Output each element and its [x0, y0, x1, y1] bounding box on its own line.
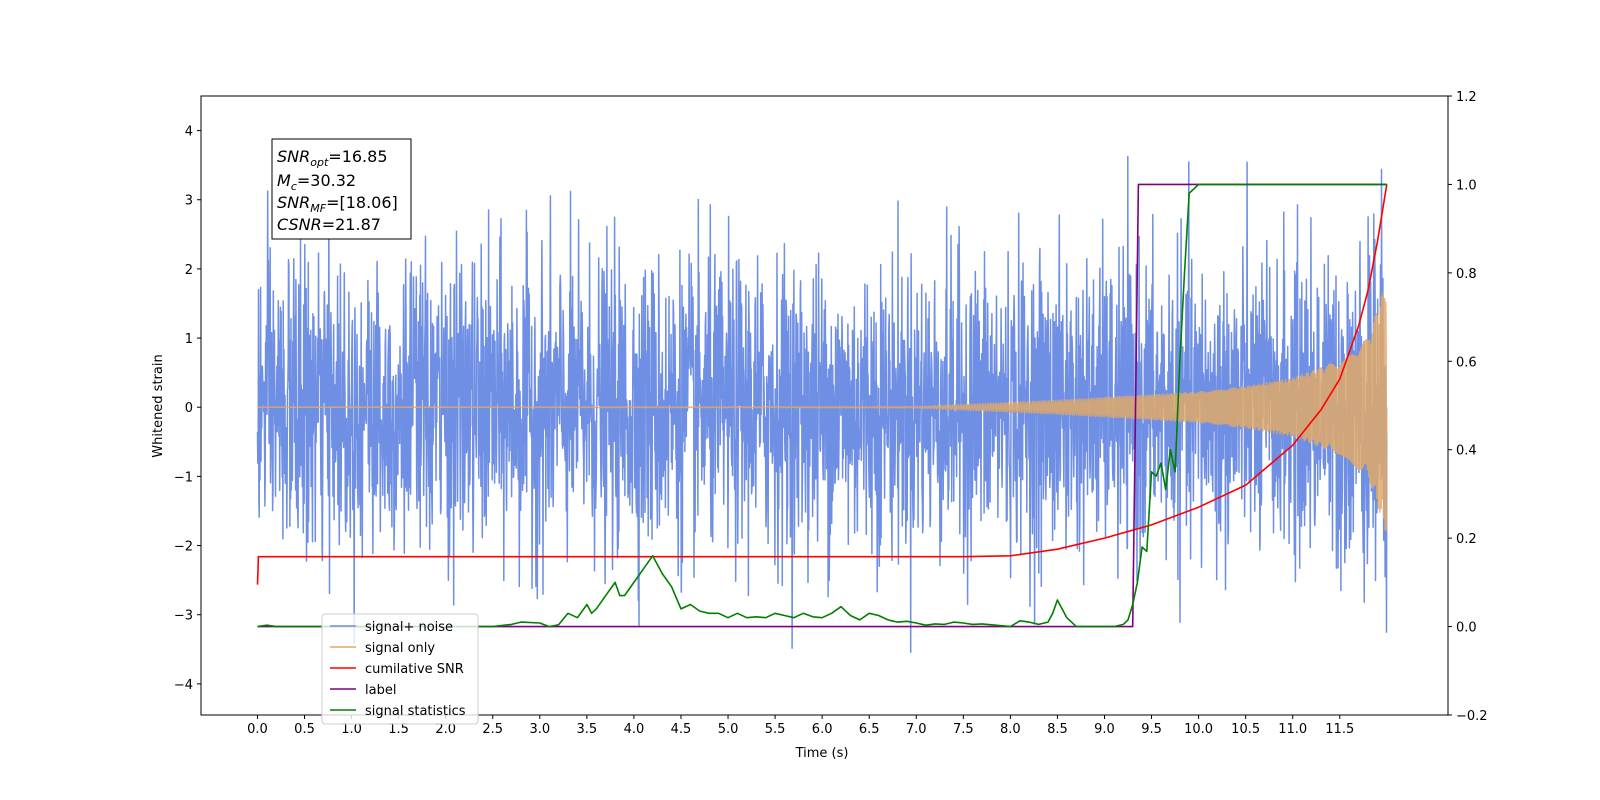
stats-csnr: CSNR=21.87: [277, 215, 381, 234]
series-layer: [256, 155, 1388, 653]
y2-tick-label: 0.8: [1456, 267, 1477, 282]
plot-frame: [200, 95, 1449, 716]
y-tick-label: −3: [174, 609, 193, 624]
y2-tick-label: 0.2: [1456, 532, 1477, 547]
series-signal-statistics: [257, 183, 1387, 628]
x-tick-label: 11.0: [1278, 722, 1307, 737]
x-tick-label: 11.5: [1325, 722, 1354, 737]
y2-tick-label: 0.0: [1456, 621, 1477, 636]
series-signal-only: [257, 291, 1388, 532]
stats-mc: Mc=30.32: [277, 171, 356, 193]
y2-tick-label: 1.2: [1456, 90, 1477, 105]
x-tick-label: 6.0: [812, 722, 833, 737]
x-tick-label: 1.0: [341, 722, 362, 737]
y-axis-title: Whitened strain: [151, 354, 166, 457]
y2-tick-label: 1.0: [1456, 178, 1477, 193]
x-tick-label: 10.0: [1184, 722, 1213, 737]
x-tick-label: 3.0: [529, 722, 550, 737]
x-tick-label: 2.5: [482, 722, 503, 737]
y-tick-label: 2: [185, 263, 193, 278]
y2-tick-label: 0.4: [1456, 444, 1477, 459]
x-tick-label: 1.5: [388, 722, 409, 737]
stats-snr-mf: SNRMF=[18.06]: [277, 193, 398, 215]
y-tick-label: 0: [185, 401, 193, 416]
y-tick-label: 4: [185, 125, 193, 140]
legend: signal+ noise signal only cumilative SNR…: [321, 613, 479, 725]
y-tick-label: −2: [174, 540, 193, 555]
x-tick-label: 9.0: [1094, 722, 1115, 737]
x-tick-label: 4.0: [624, 722, 645, 737]
x-axis-title: Time (s): [795, 746, 849, 761]
stats-box: SNRopt=16.85 Mc=30.32 SNRMF=[18.06] CSNR…: [271, 138, 412, 240]
stats-box-frame: [271, 138, 412, 240]
y2-tick-label: 0.6: [1456, 355, 1477, 370]
x-tick-label: 0.5: [294, 722, 315, 737]
legend-label-label: label: [365, 683, 396, 698]
x-tick-label: 6.5: [859, 722, 880, 737]
y-tick-label: 3: [185, 194, 193, 209]
y2-tick-label: −0.2: [1456, 709, 1488, 724]
x-axis: 0.0 0.5 1.0 1.5 2.0 2.5 3.0 3.5 4.0 4.5 5.0 5.5 6.0 6…: [247, 715, 1354, 737]
x-tick-label: 8.0: [1000, 722, 1021, 737]
legend-label-signal-noise: signal+ noise: [365, 620, 453, 635]
x-tick-label: 5.5: [765, 722, 786, 737]
stats-snr-opt: SNRopt=16.85: [277, 147, 388, 169]
legend-label-signal-only: signal only: [365, 641, 435, 656]
y-axis-right: −0.2 0.0 0.2 0.4 0.6 0.8 1.0 1.2: [1448, 90, 1488, 724]
legend-frame: [321, 613, 479, 725]
y-tick-label: 1: [185, 332, 193, 347]
x-tick-label: 5.0: [718, 722, 739, 737]
x-tick-label: 3.5: [577, 722, 598, 737]
x-tick-label: 0.0: [247, 722, 268, 737]
y-tick-label: −1: [174, 470, 193, 485]
y-axis-left: −4 −3 −2 −1 0 1 2 3 4: [174, 125, 201, 693]
legend-label-signal-statistics: signal statistics: [365, 704, 466, 719]
x-tick-label: 10.5: [1231, 722, 1260, 737]
x-tick-label: 4.5: [671, 722, 692, 737]
x-tick-label: 2.0: [435, 722, 456, 737]
x-tick-label: 7.5: [953, 722, 974, 737]
x-tick-label: 7.0: [906, 722, 927, 737]
legend-label-cumulative-snr: cumilative SNR: [365, 662, 464, 677]
x-tick-label: 8.5: [1047, 722, 1068, 737]
y-tick-label: −4: [174, 678, 193, 693]
series-cumulative-snr: [256, 184, 1388, 585]
x-tick-label: 9.5: [1141, 722, 1162, 737]
